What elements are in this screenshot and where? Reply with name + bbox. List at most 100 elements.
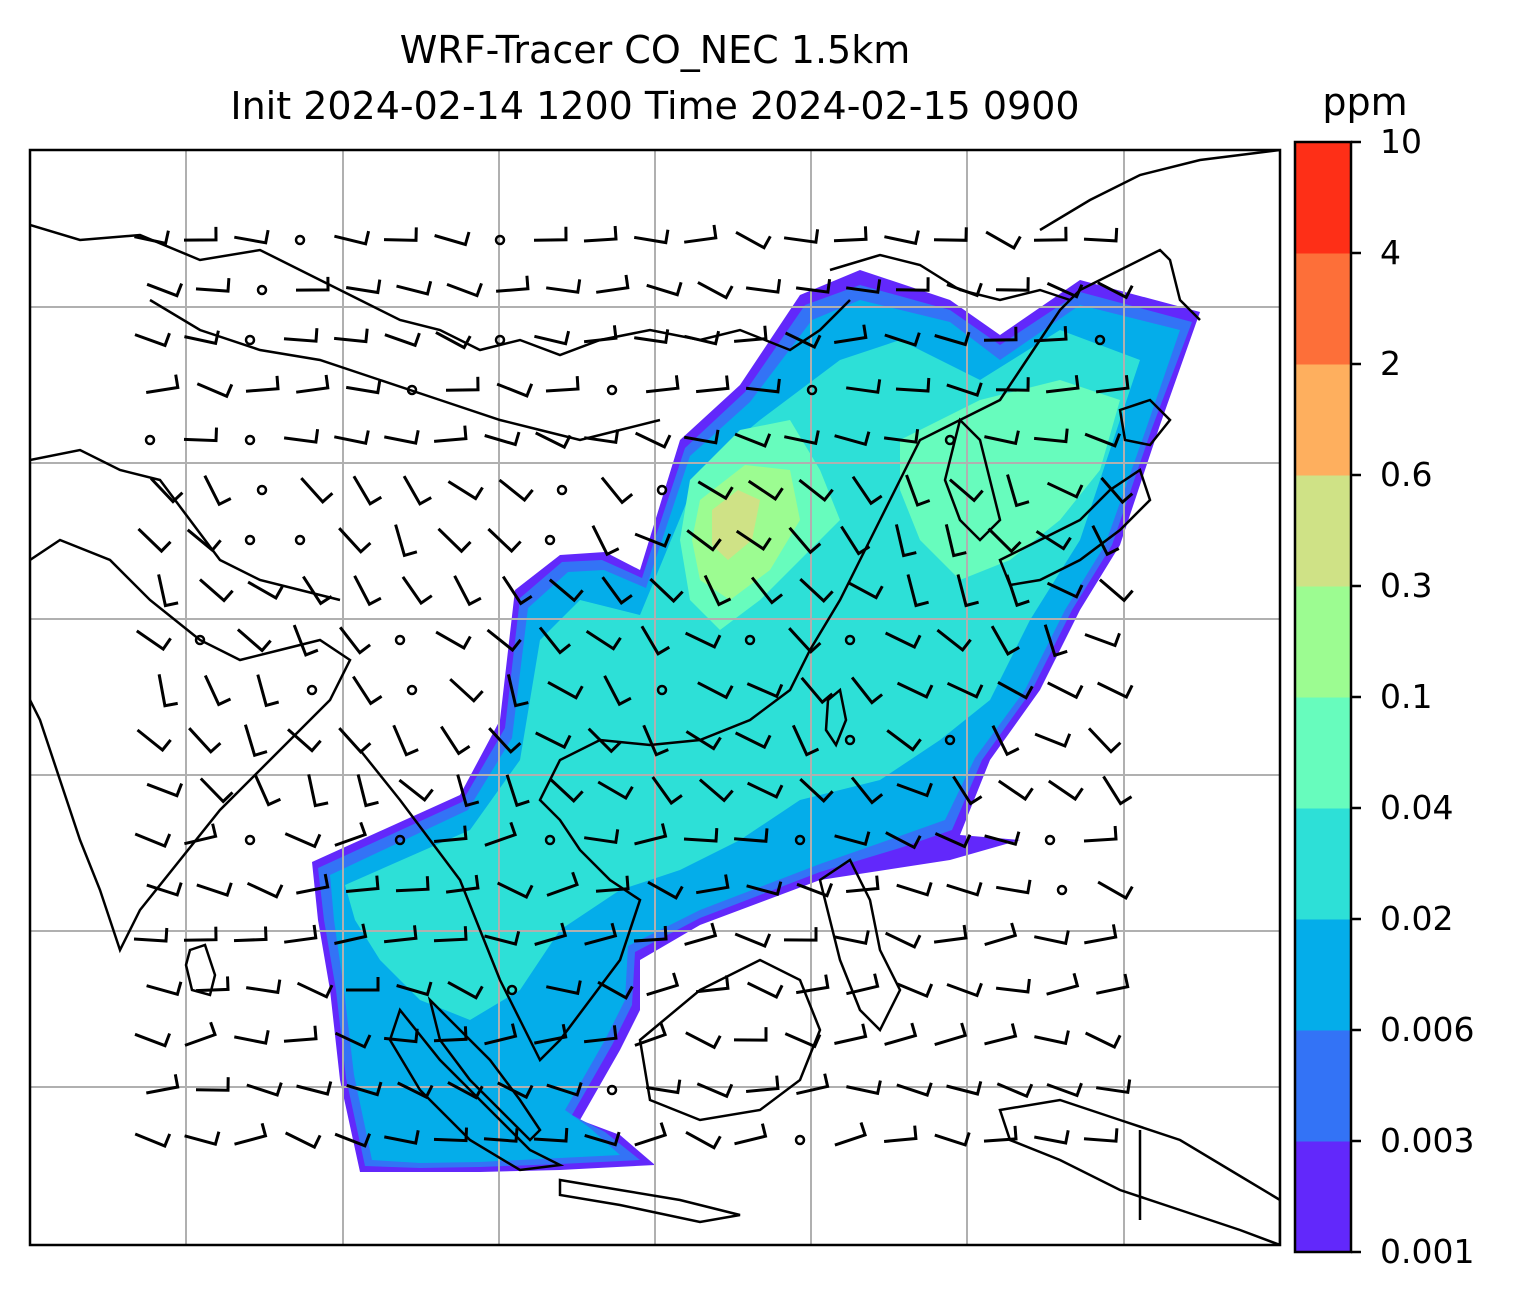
wind-barb [799, 778, 834, 804]
colorbar-bin [1295, 475, 1351, 587]
wind-barb [183, 226, 218, 242]
wind-barb [1084, 432, 1121, 448]
map-frame [28, 148, 1282, 1247]
wind-barb [995, 879, 1032, 895]
wind-barb [186, 528, 222, 553]
wind-barb [1084, 632, 1121, 648]
wind-barb [146, 782, 183, 798]
wind-barb [895, 277, 930, 292]
wind-barb [534, 1023, 568, 1045]
wind-barb [747, 479, 784, 501]
wind-barb [884, 230, 920, 246]
wind-barb [484, 931, 521, 946]
wind-barb [434, 231, 471, 247]
wind-barb [284, 832, 322, 849]
wind-barb [1095, 375, 1130, 394]
wind-barb [433, 1127, 468, 1143]
wind-barb [334, 430, 370, 445]
calm-wind-marker [494, 234, 506, 246]
wind-barb [896, 881, 933, 897]
wind-barb [745, 279, 782, 294]
map-title-line-1: WRF-Tracer CO_NEC 1.5km [399, 28, 911, 72]
coastline-japan-north [1118, 398, 1172, 447]
wind-barb [984, 430, 1020, 446]
wind-barb [334, 1031, 372, 1049]
wind-barb [745, 1075, 780, 1093]
wind-barb [798, 478, 834, 503]
wind-barb [834, 930, 870, 945]
calm-wind-marker [944, 434, 956, 446]
wind-barb [195, 277, 231, 293]
wind-barb [157, 674, 178, 708]
wind-barb [634, 532, 672, 548]
wind-barb [600, 476, 634, 505]
colorbar-bin [1295, 697, 1351, 809]
wind-barb [788, 627, 822, 654]
wind-barb [734, 731, 772, 750]
wind-barb [1097, 880, 1134, 900]
wind-barb [684, 631, 722, 649]
wind-barb [684, 330, 721, 346]
wind-barb [149, 477, 184, 504]
wind-barb [295, 276, 330, 292]
wind-barb [334, 923, 368, 945]
wind-barb [1100, 476, 1134, 505]
wind-barb [884, 631, 922, 650]
wind-barb [283, 429, 320, 444]
coastline-northeast [1039, 150, 1280, 232]
wind-barb [447, 1081, 484, 1100]
wind-barb [795, 279, 832, 294]
coastline-srilanka [184, 943, 217, 997]
wind-barb [334, 1132, 371, 1148]
wind-barb [384, 332, 421, 348]
wind-barb [402, 475, 432, 506]
wind-barb [896, 1082, 933, 1098]
wind-barb [833, 226, 868, 243]
wind-barb [686, 529, 722, 552]
wind-barb [1098, 578, 1134, 603]
wind-barb [595, 875, 630, 893]
wind-barb [683, 224, 718, 244]
wind-barb [946, 982, 983, 998]
wind-barb [1083, 227, 1119, 243]
calm-wind-marker [1044, 834, 1056, 846]
coastlines [30, 150, 1280, 1245]
wind-barb [445, 874, 480, 894]
wind-barb [295, 374, 330, 394]
wind-barb [300, 477, 334, 505]
wind-barb [203, 674, 232, 707]
wind-barb [946, 1081, 983, 1096]
wind-barb [246, 1082, 283, 1097]
wind-barb [834, 831, 871, 847]
calm-wind-marker [1094, 334, 1106, 346]
wind-barb [734, 432, 772, 448]
wind-barb [496, 382, 534, 398]
wind-barb [346, 977, 380, 992]
wind-barb [1033, 226, 1068, 242]
wind-barb [583, 829, 620, 845]
colorbar-bin [1295, 1141, 1351, 1253]
wind-barb [195, 976, 230, 993]
wind-barb [603, 675, 632, 707]
wind-barb [545, 980, 582, 996]
wind-barb [983, 326, 1018, 342]
colorbar-bin [1295, 253, 1351, 365]
colorbar-unit-label: ppm [1322, 80, 1408, 124]
wind-barb [952, 775, 983, 806]
wind-barb [640, 625, 671, 656]
wind-barb [784, 1032, 822, 1049]
wind-barb [1006, 474, 1030, 508]
wind-barb [392, 724, 419, 757]
coastline-japan [998, 468, 1152, 587]
wind-barb [435, 630, 472, 650]
calm-wind-marker [544, 534, 556, 546]
wind-barb [234, 1030, 270, 1045]
wind-barb [645, 375, 680, 394]
wind-barb [948, 478, 984, 503]
wind-barb [1084, 924, 1118, 945]
wind-barb [1035, 530, 1072, 551]
wind-barb [188, 727, 222, 754]
wind-barb [333, 328, 369, 344]
wind-barb [352, 675, 383, 706]
